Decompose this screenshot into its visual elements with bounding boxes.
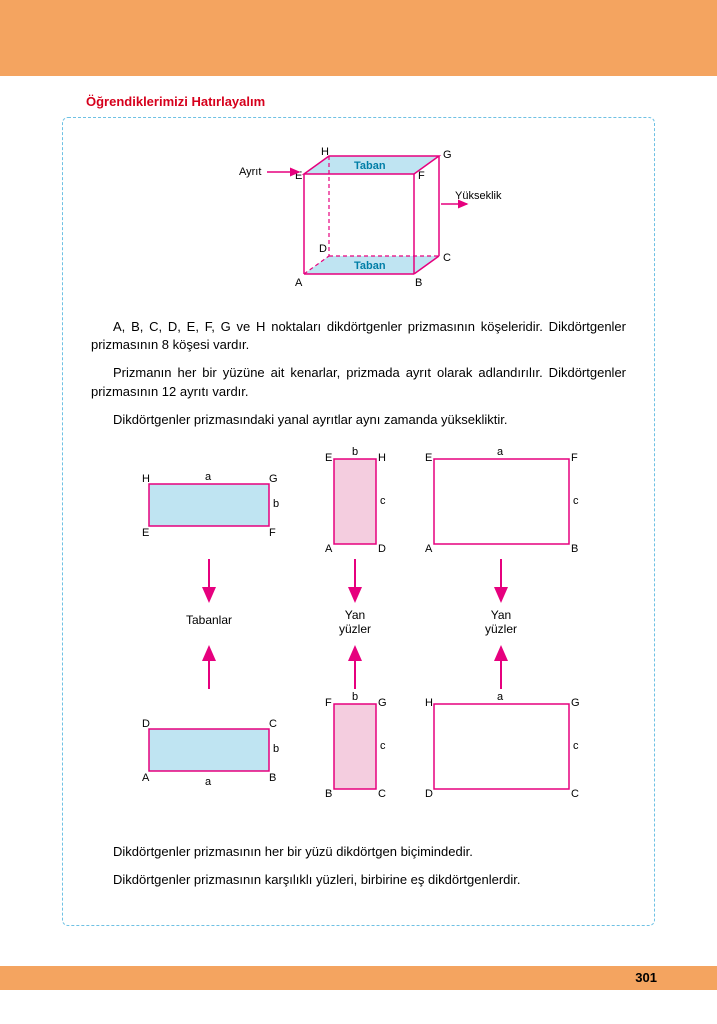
paragraph-1: A, B, C, D, E, F, G ve H noktaları dikdö… bbox=[91, 318, 626, 354]
svg-text:F: F bbox=[571, 452, 578, 464]
svg-text:H: H bbox=[378, 452, 386, 464]
prism-3d-figure: E F G H A B C D Taban Taban Ayrıt Yüksek… bbox=[209, 144, 509, 304]
vertex-B: B bbox=[415, 277, 422, 289]
svg-text:b: b bbox=[352, 446, 358, 458]
svg-text:G: G bbox=[269, 473, 278, 485]
svg-text:B: B bbox=[571, 543, 578, 555]
svg-text:B: B bbox=[269, 772, 276, 784]
svg-text:c: c bbox=[380, 495, 386, 507]
svg-text:A: A bbox=[425, 543, 433, 555]
svg-text:b: b bbox=[273, 743, 279, 755]
paragraph-4: Dikdörtgenler prizmasının her bir yüzü d… bbox=[91, 843, 626, 861]
caption-bases: Tabanlar bbox=[185, 613, 231, 627]
svg-text:F: F bbox=[325, 697, 332, 709]
vertex-G: G bbox=[443, 149, 452, 161]
dashed-content-box: E F G H A B C D Taban Taban Ayrıt Yüksek… bbox=[62, 117, 655, 926]
svg-text:C: C bbox=[269, 718, 277, 730]
top-base-label: Taban bbox=[354, 160, 386, 172]
edge-label: Ayrıt bbox=[239, 166, 261, 178]
page-number: 301 bbox=[635, 970, 657, 985]
svg-text:c: c bbox=[380, 740, 386, 752]
svg-text:Yan: Yan bbox=[490, 608, 510, 622]
svg-text:a: a bbox=[497, 446, 504, 458]
page-content: Öğrendiklerimizi Hatırlayalım E bbox=[0, 76, 717, 946]
svg-text:a: a bbox=[205, 776, 212, 788]
paragraph-3: Dikdörtgenler prizmasındaki yanal ayrıtl… bbox=[91, 411, 626, 429]
height-label: Yükseklik bbox=[455, 190, 502, 202]
svg-text:C: C bbox=[571, 788, 579, 800]
section-heading: Öğrendiklerimizi Hatırlayalım bbox=[86, 94, 655, 109]
svg-text:A: A bbox=[325, 543, 333, 555]
bot-base-rect bbox=[149, 729, 269, 771]
faces-diagram: H G E F a b E H A D b c E F A B a c bbox=[109, 439, 609, 829]
vertex-A: A bbox=[295, 277, 303, 289]
svg-text:c: c bbox=[573, 495, 579, 507]
svg-text:H: H bbox=[425, 697, 433, 709]
top-base-rect bbox=[149, 484, 269, 526]
vertex-F: F bbox=[418, 170, 425, 182]
svg-text:G: G bbox=[378, 697, 387, 709]
svg-text:G: G bbox=[571, 697, 580, 709]
svg-text:C: C bbox=[378, 788, 386, 800]
svg-text:b: b bbox=[273, 498, 279, 510]
vertex-C: C bbox=[443, 252, 451, 264]
svg-text:Yan: Yan bbox=[344, 608, 364, 622]
paragraph-5: Dikdörtgenler prizmasının karşılıklı yüz… bbox=[91, 871, 626, 889]
bot-large-rect bbox=[434, 704, 569, 789]
svg-text:E: E bbox=[325, 452, 332, 464]
svg-text:E: E bbox=[142, 527, 149, 539]
bot-small-rect bbox=[334, 704, 376, 789]
svg-text:D: D bbox=[378, 543, 386, 555]
page-number-band: 301 bbox=[0, 966, 717, 990]
svg-text:D: D bbox=[425, 788, 433, 800]
top-large-rect bbox=[434, 459, 569, 544]
svg-text:yüzler: yüzler bbox=[484, 622, 516, 636]
svg-text:a: a bbox=[205, 471, 212, 483]
svg-text:B: B bbox=[325, 788, 332, 800]
svg-text:c: c bbox=[573, 740, 579, 752]
svg-text:b: b bbox=[352, 691, 358, 703]
header-band bbox=[0, 0, 717, 76]
svg-text:E: E bbox=[425, 452, 432, 464]
svg-text:F: F bbox=[269, 527, 276, 539]
svg-text:a: a bbox=[497, 691, 504, 703]
bottom-base-label: Taban bbox=[354, 260, 386, 272]
svg-text:H: H bbox=[142, 473, 150, 485]
vertex-H: H bbox=[321, 146, 329, 158]
top-small-rect bbox=[334, 459, 376, 544]
svg-text:A: A bbox=[142, 772, 150, 784]
vertex-D: D bbox=[319, 243, 327, 255]
svg-text:yüzler: yüzler bbox=[338, 622, 370, 636]
paragraph-2: Prizmanın her bir yüzüne ait kenarlar, p… bbox=[91, 364, 626, 400]
svg-text:D: D bbox=[142, 718, 150, 730]
